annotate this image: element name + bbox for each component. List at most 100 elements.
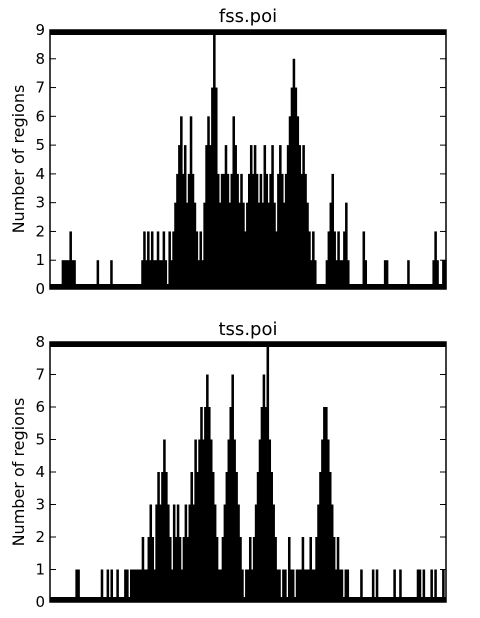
histogram-bar: [261, 202, 265, 289]
histogram-bar: [292, 58, 296, 289]
histogram-bar: [255, 173, 259, 289]
chart-title: tss.poi: [219, 319, 278, 340]
histogram-bar: [245, 569, 248, 602]
histogram-bar: [299, 569, 303, 602]
histogram-bar: [375, 569, 379, 602]
histogram-bar: [346, 569, 350, 602]
y-tick-label: 4: [35, 463, 45, 481]
histogram-bar: [268, 439, 272, 602]
histogram-bar: [238, 202, 241, 289]
histogram-bar: [145, 260, 148, 289]
bin-edge-band: [50, 284, 446, 289]
histogram-bar: [332, 537, 336, 602]
histogram-bar: [149, 504, 153, 602]
histogram-bar: [204, 407, 207, 602]
histogram-bar: [253, 145, 257, 289]
histogram-bar: [282, 202, 286, 289]
histogram-bar: [251, 173, 255, 289]
histogram-bar: [297, 569, 301, 602]
histogram-bar: [156, 231, 160, 289]
histogram-bar: [343, 231, 346, 289]
histogram-bar: [312, 231, 315, 289]
histogram-bar: [213, 30, 216, 289]
histogram-bar: [184, 504, 188, 602]
histogram-bar: [183, 145, 187, 289]
histogram-bar: [301, 537, 305, 602]
histogram-bar: [252, 537, 256, 602]
histogram-bar: [189, 116, 193, 289]
histogram-bar: [209, 145, 212, 289]
histogram-bar: [273, 202, 276, 289]
histogram-bar: [340, 569, 344, 602]
histogram-bar: [195, 231, 199, 289]
histogram-bar: [187, 173, 191, 289]
histogram-bar: [218, 202, 222, 289]
plot-frame: [49, 29, 447, 290]
histogram-bar: [75, 569, 78, 602]
chart-title: fss.poi: [219, 6, 277, 27]
histogram-bar: [278, 569, 281, 602]
chart-tss-poi: tss.poi Number of regions 0 1 2 3 4 5 6 7 8: [9, 319, 447, 611]
histogram-bar: [345, 202, 348, 289]
histogram-bar: [307, 569, 311, 602]
y-tick-label: 3: [35, 194, 45, 212]
histogram-bar: [207, 116, 210, 289]
histogram-bar: [434, 569, 437, 602]
histogram-bar: [221, 537, 225, 602]
histogram-bar: [371, 569, 375, 602]
histogram-bar: [213, 504, 217, 602]
histogram-bar: [167, 504, 170, 602]
histogram-bar: [257, 202, 261, 289]
histogram-bar: [154, 260, 158, 289]
histogram-bar: [362, 231, 366, 289]
histogram-bar: [228, 202, 232, 289]
histogram-bar: [151, 537, 154, 602]
histogram-bar: [230, 173, 234, 289]
histogram-bar: [77, 569, 80, 602]
bin-edge-band: [50, 597, 446, 602]
y-axis-label: Number of regions: [9, 398, 28, 547]
histogram-bar: [247, 569, 250, 602]
histogram-bar: [315, 537, 318, 602]
histogram-bar: [174, 537, 178, 602]
histogram-bar: [325, 407, 328, 602]
histogram-bar: [147, 231, 150, 289]
histogram-bar: [246, 202, 249, 289]
histogram-bar: [327, 231, 331, 289]
histogram-bar: [185, 202, 189, 289]
histogram-bar: [208, 407, 211, 602]
histogram-bar: [229, 407, 233, 602]
histogram-bar: [276, 569, 279, 602]
histogram-bar: [63, 260, 67, 289]
histogram-bar: [192, 504, 195, 602]
histogram-bar: [176, 173, 179, 289]
histogram-bar: [263, 145, 267, 289]
bin-edge-band: [50, 342, 446, 347]
y-tick-label: 6: [35, 398, 45, 416]
histogram-bar: [199, 231, 203, 289]
histogram-bar: [172, 504, 176, 602]
histogram-bar: [385, 260, 389, 289]
histogram-bar: [180, 116, 183, 289]
histogram-bar: [256, 472, 260, 602]
histogram-bar: [223, 504, 227, 602]
histogram-bar: [110, 260, 113, 289]
histogram-bar: [360, 569, 363, 602]
histogram-bar: [248, 537, 252, 602]
histogram-bar: [170, 569, 174, 602]
histogram-bar: [182, 537, 186, 602]
histogram-bar: [274, 537, 277, 602]
histogram-bar: [430, 569, 433, 602]
histogram-bar: [206, 374, 209, 602]
histogram-bar: [217, 569, 221, 602]
histogram-bar: [300, 173, 303, 289]
histogram-bar: [188, 504, 192, 602]
histogram-bar: [325, 260, 329, 289]
histogram-bar: [141, 260, 144, 289]
histogram-bar: [106, 569, 110, 602]
histogram-bar: [442, 260, 445, 289]
histogram-bar: [260, 407, 264, 602]
histogram-bar: [286, 145, 290, 289]
histogram-bar: [277, 173, 280, 289]
histogram-bar: [314, 260, 317, 289]
